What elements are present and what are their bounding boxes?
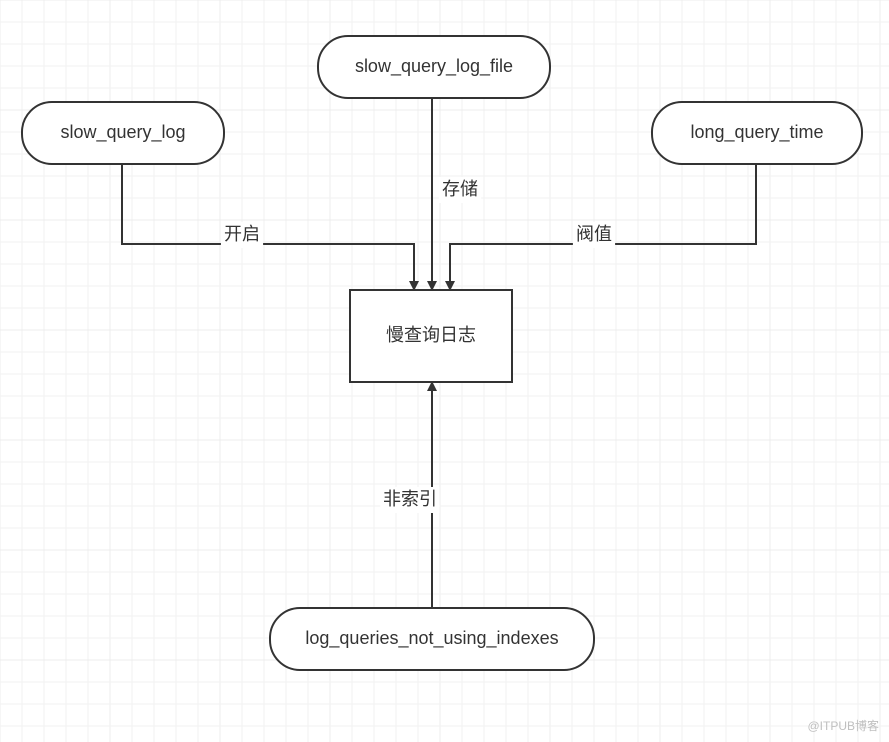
edge-label-e_open: 开启 [224,224,260,244]
diagram-canvas: 开启 存储阀值非索引 slow_query_log slow_query_log_fi… [0,0,889,742]
edge-label-e_noindex: 非索引 [383,489,437,509]
node-label-long_query_time: long_query_time [690,122,823,143]
node-label-center: 慢查询日志 [386,325,476,345]
watermark-text: @ITPUB博客 [807,717,879,734]
node-label-log_queries_not_using_indexes: log_queries_not_using_indexes [305,628,558,649]
diagram-svg: 开启 存储阀值非索引 slow_query_log slow_query_log_fi… [0,0,889,742]
node-label-slow_query_log_file: slow_query_log_file [355,56,513,77]
edge-label-e_store: 存储 [442,179,478,199]
edge-label-e_threshold: 阀值 [576,224,612,244]
node-label-slow_query_log: slow_query_log [60,122,185,143]
